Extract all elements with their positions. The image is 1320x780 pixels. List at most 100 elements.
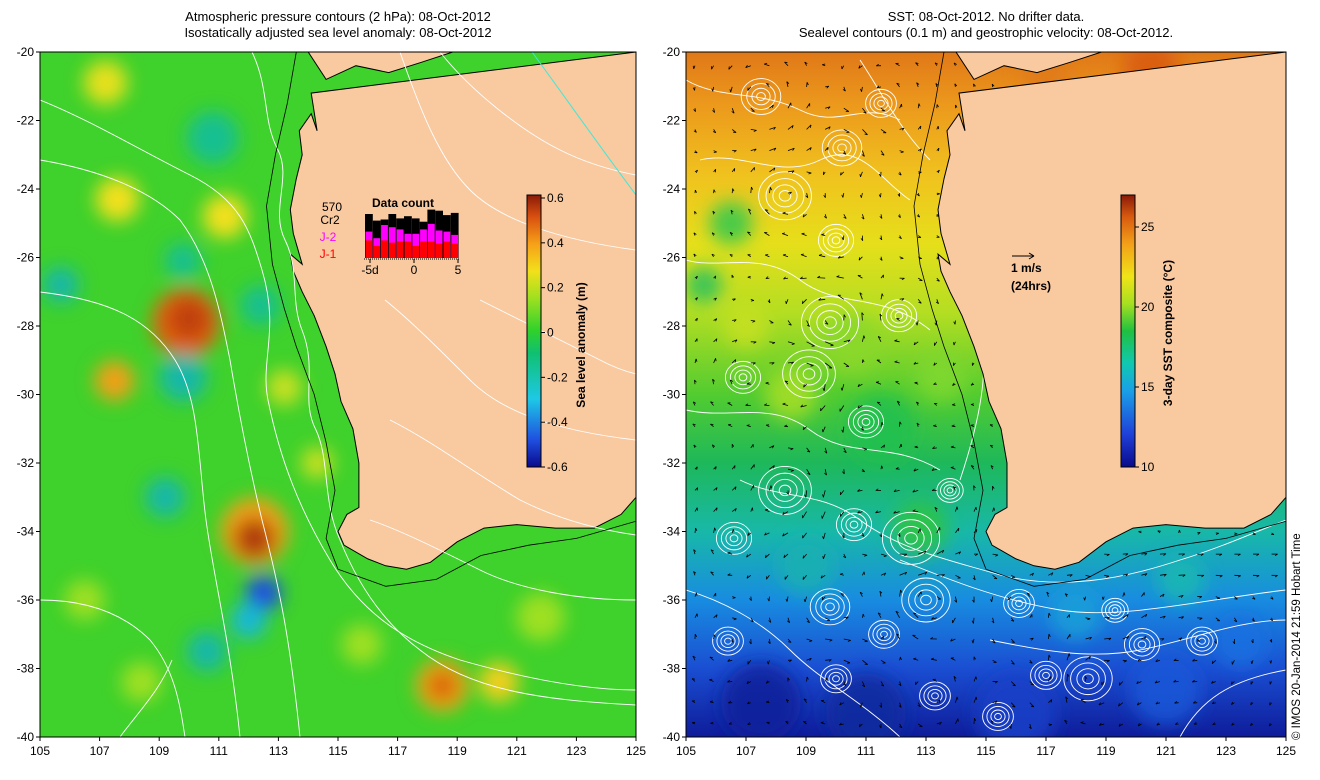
colorbar-tick-label: 0.4 xyxy=(547,236,564,250)
velocity-scale-label: 1 m/s xyxy=(1011,261,1042,275)
data-count-title: Data count xyxy=(372,196,434,210)
colorbar-tick-label: -0.2 xyxy=(547,370,568,384)
y-tick-label: -38 xyxy=(17,662,35,676)
x-tick-label: 113 xyxy=(269,744,288,758)
sla-colorbar-gradient xyxy=(526,194,542,468)
y-tick-label: -32 xyxy=(17,456,35,470)
sla-colorbar-label: Sea level anomaly (m) xyxy=(574,282,588,407)
data-count-number: 570 xyxy=(322,200,342,214)
left-inland-cyan-line xyxy=(531,52,636,196)
colorbar-tick-label: -0.4 xyxy=(547,415,568,429)
satellite-label-j1: J-1 xyxy=(320,247,337,261)
colorbar-tick-label: -0.6 xyxy=(547,460,568,474)
left-title-line-2: Isostatically adjusted sea level anomaly… xyxy=(184,25,492,40)
velocity-scale: 1 m/s (24hrs) xyxy=(1011,252,1051,293)
x-tick-label: 113 xyxy=(916,744,935,758)
left-panel-title: Atmospheric pressure contours (2 hPa): 0… xyxy=(40,9,636,41)
colorbar-tick-label: 0.6 xyxy=(547,191,564,205)
data-count-inset: 570 Cr2 J-2 J-1 Data count -5d 0 5 xyxy=(320,196,462,277)
velocity-scale-duration: (24hrs) xyxy=(1011,279,1051,293)
data-count-bar-j1 xyxy=(404,241,412,258)
right-colorbar: 25 20 15 10 3-day SST composite (°C) xyxy=(1120,194,1175,474)
colorbar-tick-label: 25 xyxy=(1141,220,1155,234)
satellite-label-cr2: Cr2 xyxy=(320,213,340,227)
y-tick-label: -22 xyxy=(17,114,35,128)
data-count-tick-label: 0 xyxy=(411,263,418,277)
axis-tick-labels: -20 -20 -22 -22 -24 -24 -26 -26 -28 -28 -30 -30 -32 -… xyxy=(17,45,1297,758)
y-tick-label: -38 xyxy=(663,662,681,676)
x-tick-label: 117 xyxy=(388,744,407,758)
right-shelf-depth-contour xyxy=(913,52,1286,587)
y-tick-label: -20 xyxy=(663,45,681,59)
sst-colorbar-ticks: 25 20 15 10 xyxy=(1135,220,1155,474)
y-tick-label: -30 xyxy=(17,388,35,402)
pressure-contours xyxy=(40,52,636,737)
y-tick-label: -30 xyxy=(663,388,681,402)
y-tick-label: -36 xyxy=(663,593,681,607)
data-count-bar-j1 xyxy=(435,243,443,258)
data-count-bar-j1 xyxy=(427,241,435,258)
colorbar-tick-label: 20 xyxy=(1141,300,1155,314)
data-count-tick-label: -5d xyxy=(361,263,378,277)
x-tick-label: 123 xyxy=(1216,744,1236,758)
x-tick-label: 107 xyxy=(90,744,110,758)
y-tick-label: -26 xyxy=(17,251,35,265)
x-tick-label: 119 xyxy=(1096,744,1115,758)
x-tick-label: 123 xyxy=(566,744,586,758)
colorbar-tick-label: 15 xyxy=(1141,380,1155,394)
sea-level-contours xyxy=(686,59,1286,737)
satellite-label-j2: J-2 xyxy=(320,230,337,244)
x-tick-label: 107 xyxy=(736,744,756,758)
colorbar-tick-label: 0 xyxy=(547,326,554,340)
sla-colorbar-ticks: 0.6 0.4 0.2 0 -0.2 -0.4 -0.6 xyxy=(541,191,568,474)
left-australia-landmass xyxy=(289,52,636,570)
y-tick-label: -24 xyxy=(17,182,35,196)
y-tick-label: -32 xyxy=(663,456,681,470)
x-tick-label: 115 xyxy=(328,744,347,758)
data-count-bar-j1 xyxy=(451,243,459,258)
y-tick-label: -40 xyxy=(17,730,35,744)
colorbar-tick-label: 0.2 xyxy=(547,281,564,295)
x-tick-label: 115 xyxy=(976,744,995,758)
velocity-scale-arrowhead xyxy=(1028,252,1035,260)
left-title-line-1: Atmospheric pressure contours (2 hPa): 0… xyxy=(185,9,491,24)
y-tick-label: -40 xyxy=(663,730,681,744)
data-count-tick-label: 5 xyxy=(455,263,462,277)
right-title-line-2: Sealevel contours (0.1 m) and geostrophi… xyxy=(798,25,1174,40)
sla-anomaly-field xyxy=(42,60,565,712)
x-tick-label: 125 xyxy=(1276,744,1296,758)
geostrophic-velocity-arrows xyxy=(691,61,1278,730)
y-tick-label: -36 xyxy=(17,593,35,607)
x-tick-label: 105 xyxy=(30,744,50,758)
y-tick-label: -22 xyxy=(663,114,681,128)
x-tick-label: 119 xyxy=(448,744,467,758)
x-tick-label: 111 xyxy=(857,744,876,758)
y-tick-label: -24 xyxy=(663,182,681,196)
colorbar-tick-label: 10 xyxy=(1141,460,1155,474)
data-count-bar-j1 xyxy=(373,245,381,258)
x-tick-label: 121 xyxy=(1156,744,1176,758)
right-map-panel xyxy=(686,52,1286,737)
data-count-bar-j1 xyxy=(388,242,396,258)
right-australia-landmass xyxy=(937,52,1286,570)
x-tick-label: 109 xyxy=(149,744,169,758)
right-title-line-1: SST: 08-Oct-2012. No drifter data. xyxy=(887,9,1085,24)
y-tick-label: -26 xyxy=(663,251,681,265)
y-tick-label: -28 xyxy=(663,319,681,333)
data-count-bar-j1 xyxy=(396,241,404,258)
y-tick-label: -28 xyxy=(17,319,35,333)
data-count-bar-j2 xyxy=(427,223,435,258)
data-count-ticks: -5d 0 5 xyxy=(361,259,462,277)
data-count-bars xyxy=(365,209,459,258)
x-tick-label: 117 xyxy=(1036,744,1055,758)
left-colorbar: 0.6 0.4 0.2 0 -0.2 -0.4 -0.6 Sea level anomaly… xyxy=(526,191,588,474)
x-tick-label: 121 xyxy=(507,744,527,758)
y-tick-label: -34 xyxy=(663,525,681,539)
data-count-bar-j1 xyxy=(420,241,427,258)
y-tick-label: -20 xyxy=(17,45,35,59)
data-count-bar-j1 xyxy=(443,241,451,258)
right-panel-title: SST: 08-Oct-2012. No drifter data. Seale… xyxy=(686,9,1286,41)
x-tick-label: 105 xyxy=(676,744,696,758)
sst-colorbar-gradient xyxy=(1120,194,1136,468)
